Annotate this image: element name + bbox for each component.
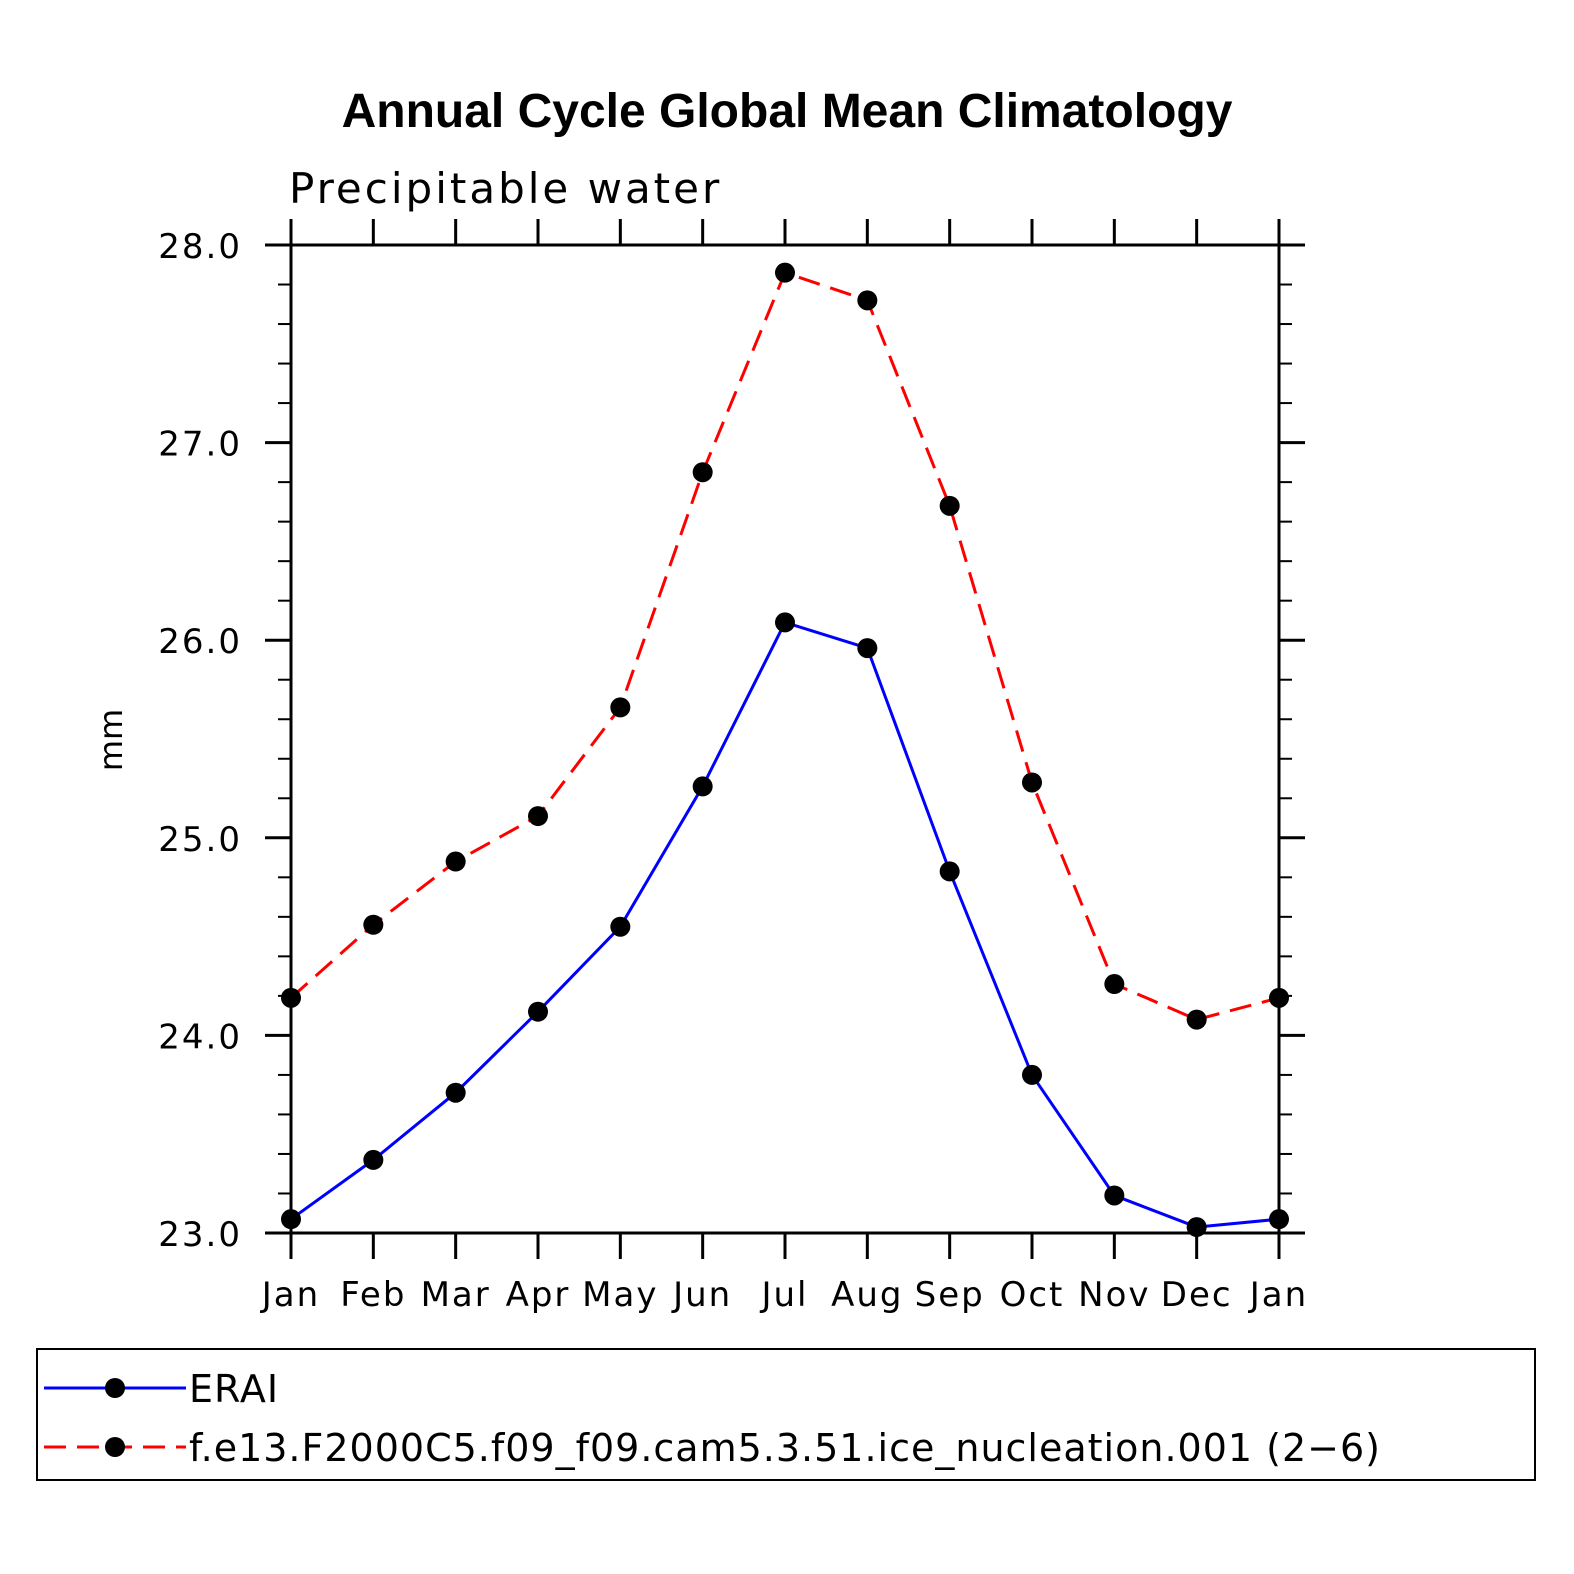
series-1-point [610, 916, 631, 937]
series-line-1 [290, 620, 1280, 1229]
series-1-point [1022, 1064, 1042, 1085]
x-tick-label: May [582, 1275, 658, 1315]
legend-box [36, 1348, 1536, 1481]
chart-title: Annual Cycle Global Mean Climatology [342, 85, 1233, 138]
series-2-point [939, 495, 960, 516]
series-layer [281, 262, 1289, 1238]
series-2-point [1022, 772, 1042, 793]
y-tick-label: 27.0 [158, 425, 242, 465]
series-2-point [775, 262, 795, 283]
x-tick-label: Jan [260, 1275, 320, 1315]
series-1-point [775, 612, 795, 633]
y-tick-label: 28.0 [158, 227, 242, 267]
series-1-point [857, 638, 878, 659]
x-tick-label: Jun [671, 1275, 732, 1315]
x-tick-label: Mar [421, 1275, 491, 1315]
series-1-point [939, 861, 960, 882]
x-tick-label: Dec [1161, 1275, 1233, 1315]
axis-ticks: Jan Feb Mar Apr May Jun Jul Aug Sep Oct Nov Dec Jan 2… [158, 219, 1308, 1315]
series-2-point [1104, 974, 1125, 995]
y-tick-label: 24.0 [158, 1017, 242, 1057]
x-tick-label: Aug [831, 1275, 903, 1315]
x-tick-label: Feb [340, 1275, 406, 1315]
series-2-point [692, 462, 713, 483]
x-tick-label: Jan [1248, 1275, 1308, 1315]
series-1-point [445, 1082, 466, 1103]
y-axis-label: mm [92, 709, 130, 771]
series-2-point [610, 697, 631, 718]
legend: ERAI f.e13.F2000C5.f09_f09.cam5.3.51.ice_… [36, 1348, 1536, 1481]
legend-label-2: f.e13.F2000C5.f09_f09.cam5.3.51.ice_nucl… [189, 1426, 1381, 1470]
series-line-2 [290, 270, 1280, 1022]
x-tick-label: Oct [1000, 1275, 1065, 1315]
plot-frame [289, 243, 1281, 1235]
legend-marker-1 [105, 1378, 125, 1398]
y-tick-label: 25.0 [158, 820, 242, 860]
x-tick-label: Jul [759, 1275, 808, 1315]
legend-label-1: ERAI [189, 1367, 279, 1411]
series-2-point [445, 851, 466, 872]
x-tick-label: Apr [506, 1275, 571, 1315]
x-tick-label: Nov [1078, 1275, 1150, 1315]
series-2-point [1186, 1009, 1207, 1030]
x-tick-label: Sep [915, 1275, 985, 1315]
series-1-point [692, 776, 713, 797]
series-1-point [1104, 1185, 1125, 1206]
series-2-point [363, 914, 384, 935]
chart-subtitle: Precipitable water [289, 164, 722, 213]
series-2-point [528, 806, 548, 827]
series-1-point [528, 1001, 548, 1022]
series-1-point [363, 1149, 384, 1170]
legend-marker-2 [105, 1437, 125, 1457]
series-2-point [857, 290, 878, 311]
y-tick-label: 26.0 [158, 622, 242, 662]
y-tick-label: 23.0 [158, 1215, 242, 1255]
